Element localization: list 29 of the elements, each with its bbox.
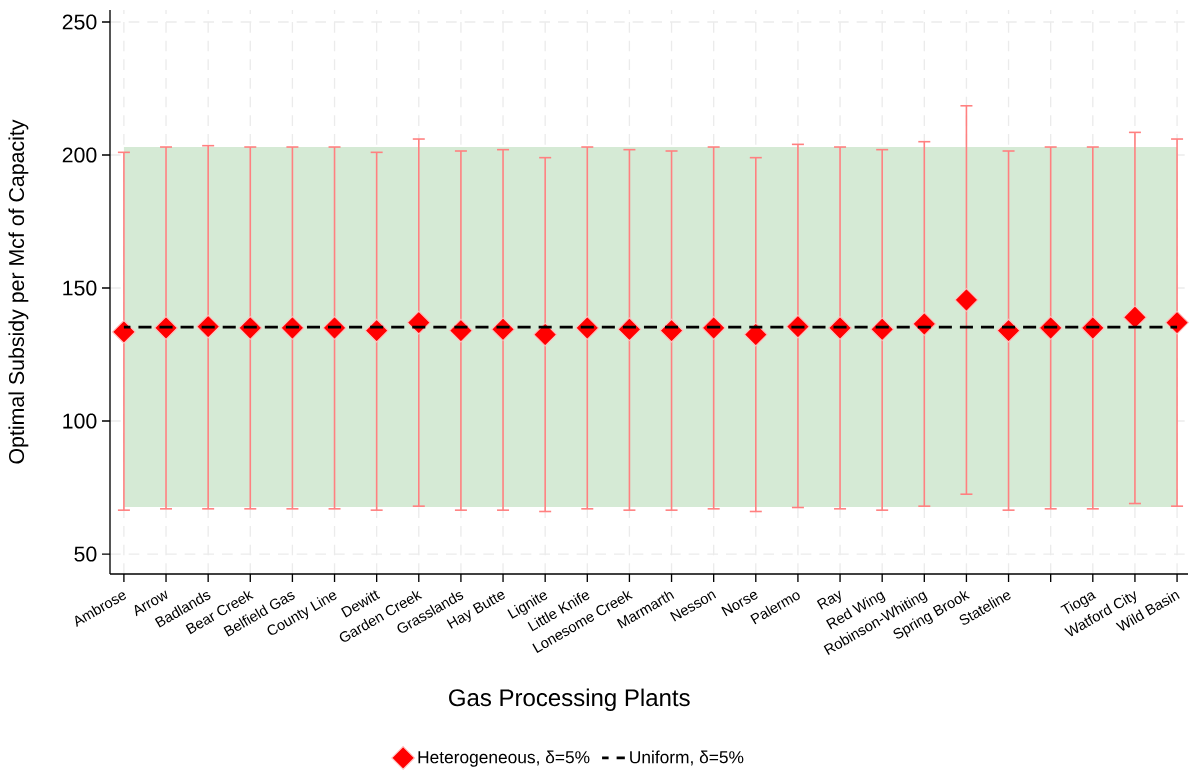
point <box>659 318 684 343</box>
point <box>1080 316 1105 340</box>
y-axis-title: Optimal Subsidy per Mcf of Capacity <box>8 119 29 464</box>
legend-label: Uniform, δ=5% <box>630 750 744 766</box>
point <box>322 316 347 340</box>
point <box>112 320 136 344</box>
y-tick-label: 150 <box>63 280 97 296</box>
point <box>280 316 305 340</box>
point <box>870 317 895 342</box>
point <box>1123 305 1147 330</box>
point <box>912 312 937 336</box>
point <box>954 288 979 312</box>
legend-label: Heterogeneous, δ=5% <box>418 750 590 767</box>
point <box>575 316 600 340</box>
y-tick-label: 250 <box>62 14 97 30</box>
y-tick-label: 200 <box>62 147 97 163</box>
y-tick-label: 50 <box>74 546 97 562</box>
point <box>996 318 1021 343</box>
point <box>196 314 220 339</box>
y-tick-label: 100 <box>63 413 97 429</box>
x-axis-title: Gas Processing Plants <box>449 688 690 711</box>
point <box>533 322 558 347</box>
point <box>1038 316 1063 340</box>
point <box>406 310 431 335</box>
point <box>743 322 768 347</box>
point <box>617 317 642 342</box>
point <box>364 318 389 343</box>
point <box>238 316 263 340</box>
point <box>701 316 726 340</box>
